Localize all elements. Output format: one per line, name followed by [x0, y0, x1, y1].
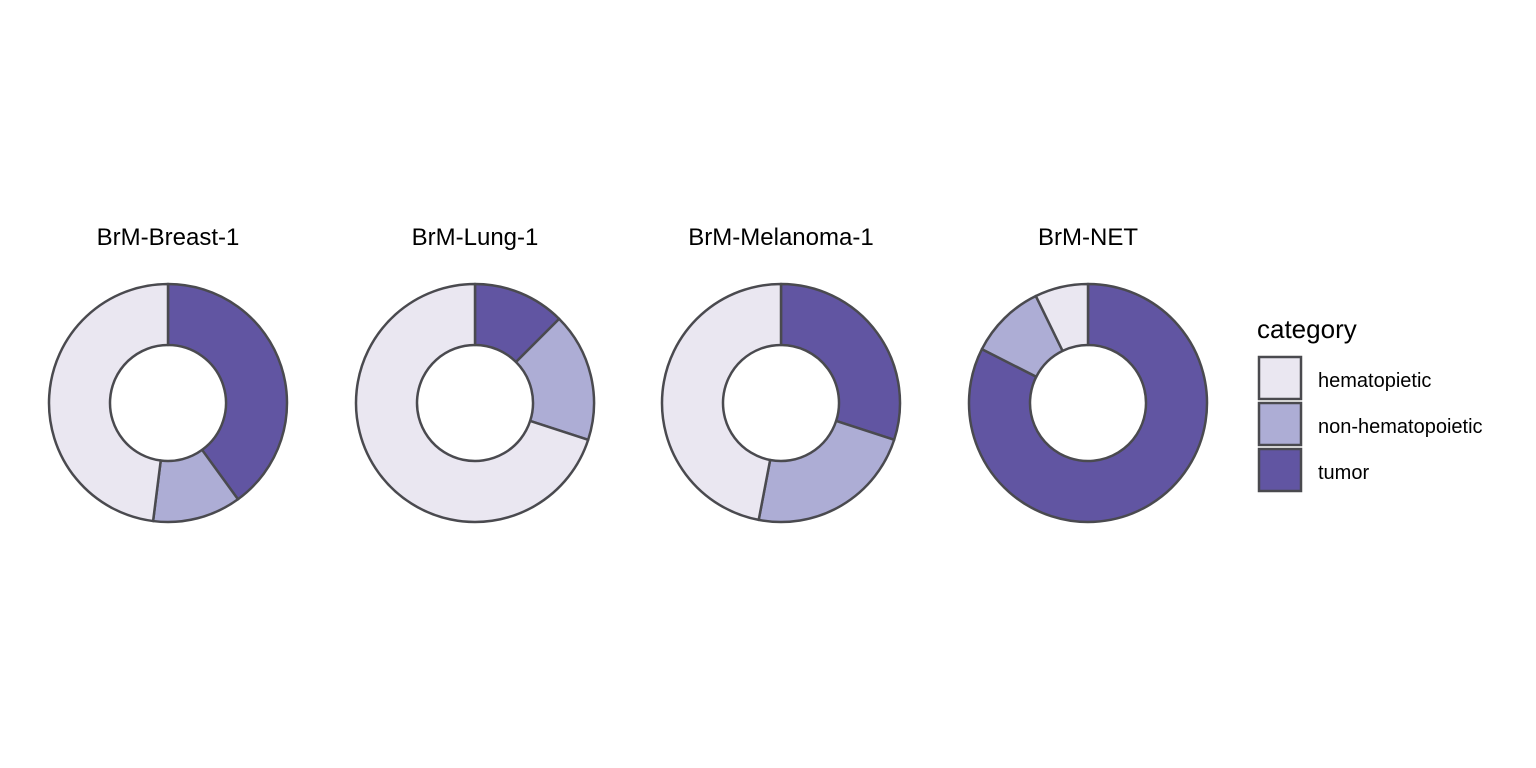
- legend-swatch-non-hematopoietic: [1257, 401, 1303, 447]
- panel-title: BrM-Melanoma-1: [688, 224, 873, 251]
- donut-slice-non-hematopoietic: [757, 419, 896, 524]
- legend-swatch-hematopietic: [1257, 355, 1303, 401]
- donut-panel-brm-melanoma-1: BrM-Melanoma-1: [660, 224, 902, 524]
- panel-title: BrM-Breast-1: [97, 224, 240, 251]
- legend-label-hematopietic: hematopietic: [1318, 370, 1431, 392]
- donut-slice-tumor: [967, 282, 1209, 524]
- legend-label-non-hematopoietic: non-hematopoietic: [1318, 416, 1483, 438]
- donut-panel-brm-breast-1: BrM-Breast-1: [47, 224, 289, 524]
- donut-slice-tumor: [779, 282, 902, 442]
- donut-slice-hematopietic: [354, 282, 590, 524]
- donut-slice-hematopietic: [1034, 282, 1090, 353]
- donut-panel-brm-net: BrM-NET: [967, 224, 1209, 524]
- panel-title: BrM-NET: [1038, 224, 1138, 251]
- donut-panels: BrM-Breast-1 BrM-Lung-1 BrM-Melanoma-1 BrM-…: [47, 224, 1209, 524]
- donut-slice-hematopietic: [660, 282, 783, 522]
- donut-slice-tumor: [166, 282, 289, 501]
- donut-slice-hematopietic: [47, 282, 170, 523]
- legend: category hematopietic non-hematopoietic …: [1257, 314, 1483, 493]
- donut-panel-brm-lung-1: BrM-Lung-1: [354, 224, 596, 524]
- legend-title: category: [1257, 314, 1357, 344]
- panel-title: BrM-Lung-1: [412, 224, 539, 251]
- legend-label-tumor: tumor: [1318, 462, 1369, 484]
- legend-swatch-tumor: [1257, 447, 1303, 493]
